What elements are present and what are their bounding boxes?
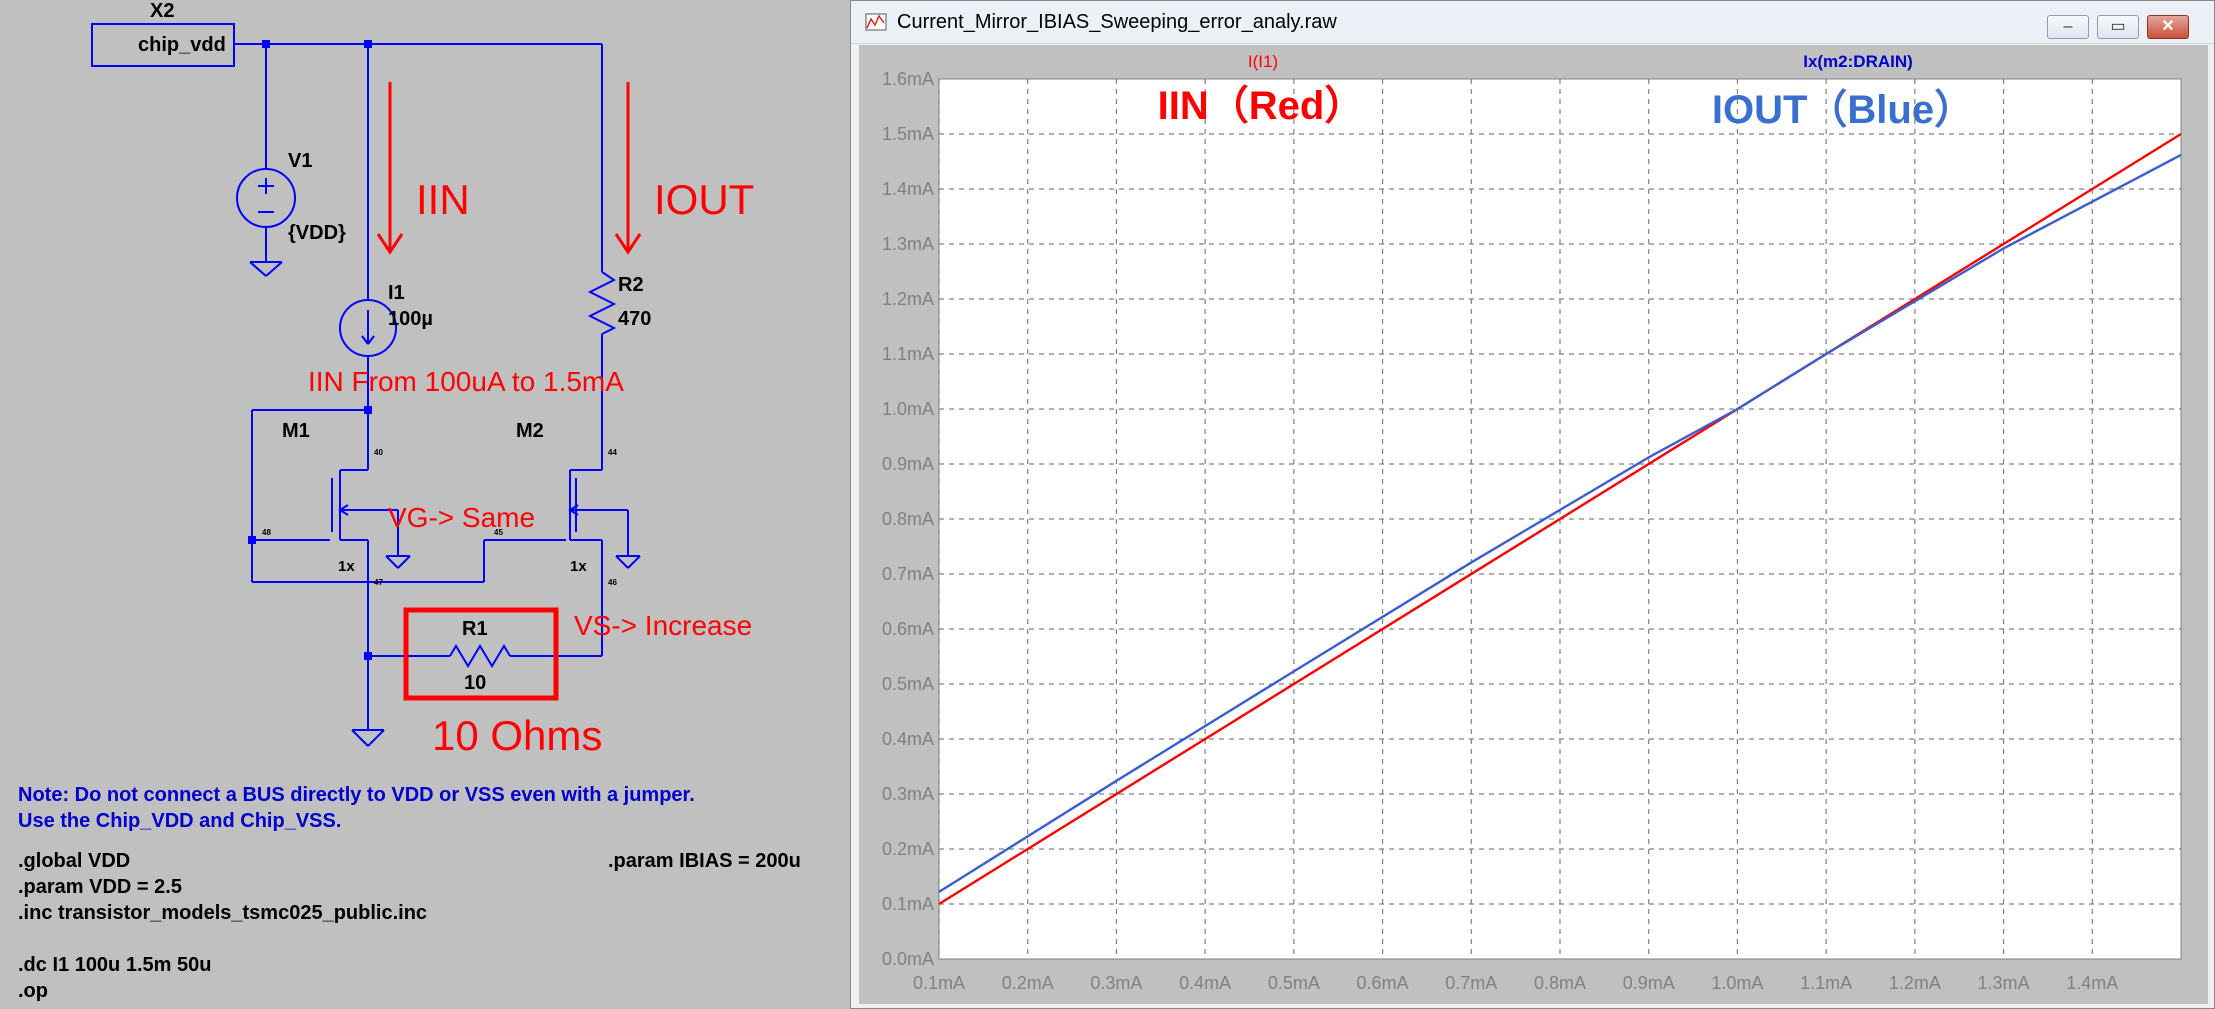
v1-value-label: {VDD} [288,222,346,244]
y-tick-label: 0.0mA [882,949,934,969]
directive-param-ibias: .param IBIAS = 200u [608,850,801,872]
trace-label-red[interactable]: I(I1) [1248,52,1278,71]
x2-ref-label: X2 [150,0,175,22]
iin-annotation: IIN [416,176,470,223]
traces [938,132,2182,906]
waveform-plot[interactable]: 0.1mA 0.2mA 0.3mA 0.4mA 0.5mA 0.6mA 0.7mA 0.8mA… [859,45,2208,1004]
x-tick-label: 0.9mA [1623,973,1675,993]
note-line2: Use the Chip_VDD and Chip_VSS. [18,810,342,832]
x-tick-label: 0.5mA [1268,973,1320,993]
y-tick-label: 1.2mA [882,289,934,309]
r2-ref-label: R2 [618,274,644,296]
iout-annotation: IOUT [654,176,755,223]
iin-sweep-annotation: IIN From 100uA to 1.5mA [308,366,624,397]
vs-annotation: VS-> Increase [574,610,753,641]
pin-47: 47 [374,578,383,587]
x-tick-label: 0.1mA [913,973,965,993]
y-tick-label: 0.8mA [882,509,934,529]
pin-46: 46 [608,578,617,587]
annotation-blue: IOUT（Blue） [1712,88,1974,132]
v1-symbol[interactable] [236,168,296,228]
waveform-icon [865,13,887,31]
r1-symbol [449,644,511,668]
waveform-window[interactable]: Current_Mirror_IBIAS_Sweeping_error_anal… [850,0,2215,1009]
minimize-icon: – [2063,18,2073,35]
pin-44: 44 [608,448,617,457]
annotation-red: IIN（Red） [1158,84,1365,128]
r1-ref-label: R1 [462,618,488,640]
directive-dc: .dc I1 100u 1.5m 50u [18,954,212,976]
schematic-canvas[interactable] [0,0,848,1009]
close-button[interactable]: ✕ [2147,15,2189,39]
y-tick-label: 1.6mA [882,69,934,89]
window-titlebar[interactable]: Current_Mirror_IBIAS_Sweeping_error_anal… [851,1,2214,44]
y-tick-label: 0.2mA [882,839,934,859]
x-tick-label: 1.3mA [1978,973,2030,993]
x-tick-label: 0.7mA [1445,973,1497,993]
r2-value-label: 470 [618,308,652,330]
pin-40: 40 [374,448,383,457]
trace-label-blue[interactable]: Ix(m2:DRAIN) [1803,52,1913,71]
x-tick-label: 0.4mA [1179,973,1231,993]
x-tick-label: 1.0mA [1711,973,1763,993]
trace-red[interactable] [938,132,2182,906]
i1-ref-label: I1 [388,282,405,304]
note-line1: Note: Do not connect a BUS directly to V… [18,784,695,806]
directive-inc: .inc transistor_models_tsmc025_public.in… [18,902,428,924]
y-tick-label: 1.0mA [882,399,934,419]
plot-pane[interactable]: 0.1mA 0.2mA 0.3mA 0.4mA 0.5mA 0.6mA 0.7mA 0.8mA… [859,45,2208,1004]
maximize-icon: ▭ [2110,18,2126,35]
x-tick-label: 0.2mA [1002,973,1054,993]
directive-op: .op [18,980,48,1002]
y-tick-label: 0.9mA [882,454,934,474]
directive-param-vdd: .param VDD = 2.5 [18,876,182,898]
m1-ref-label: M1 [282,420,310,442]
trace-blue[interactable] [938,153,2182,893]
y-tick-label: 1.5mA [882,124,934,144]
close-icon: ✕ [2161,18,2175,35]
y-tick-label: 1.3mA [882,234,934,254]
r1-ohms-annotation: 10 Ohms [432,712,603,759]
x-tick-label: 1.1mA [1800,973,1852,993]
x-tick-label: 0.6mA [1357,973,1409,993]
y-axis-ticks: 0.0mA 0.1mA 0.2mA 0.3mA 0.4mA 0.5mA 0.6mA 0.7mA… [882,69,934,969]
r1-highlight-box [403,607,559,701]
y-tick-label: 1.1mA [882,344,934,364]
m2-mult-label: 1x [570,558,587,575]
x-axis-ticks: 0.1mA 0.2mA 0.3mA 0.4mA 0.5mA 0.6mA 0.7mA 0.8mA… [913,973,2118,993]
x-tick-label: 1.2mA [1889,973,1941,993]
y-tick-label: 1.4mA [882,179,934,199]
m2-ref-label: M2 [516,420,544,442]
x-tick-label: 1.4mA [2066,973,2118,993]
y-tick-label: 0.5mA [882,674,934,694]
y-tick-label: 0.1mA [882,894,934,914]
directive-global: .global VDD [18,850,131,872]
pin-48: 48 [262,528,271,537]
r2-symbol [587,271,617,335]
pin-45: 45 [494,528,503,537]
maximize-button[interactable]: ▭ [2097,15,2139,39]
m1-mult-label: 1x [338,558,355,575]
schematic-panel[interactable]: X2 chip_vdd V1 {VDD} I1 100µ R2 470 M1 M… [0,0,848,1009]
x2-value-label: chip_vdd [138,34,226,56]
i1-value-label: 100µ [388,308,433,330]
x-tick-label: 0.8mA [1534,973,1586,993]
r1-value-label: 10 [464,672,487,694]
y-tick-label: 0.4mA [882,729,934,749]
minimize-button[interactable]: – [2047,15,2089,39]
window-title: Current_Mirror_IBIAS_Sweeping_error_anal… [897,11,1337,33]
x-tick-label: 0.3mA [1090,973,1142,993]
y-tick-label: 0.3mA [882,784,934,804]
y-tick-label: 0.7mA [882,564,934,584]
v1-ref-label: V1 [288,150,313,172]
y-tick-label: 0.6mA [882,619,934,639]
vg-annotation: VG-> Same [388,502,536,533]
